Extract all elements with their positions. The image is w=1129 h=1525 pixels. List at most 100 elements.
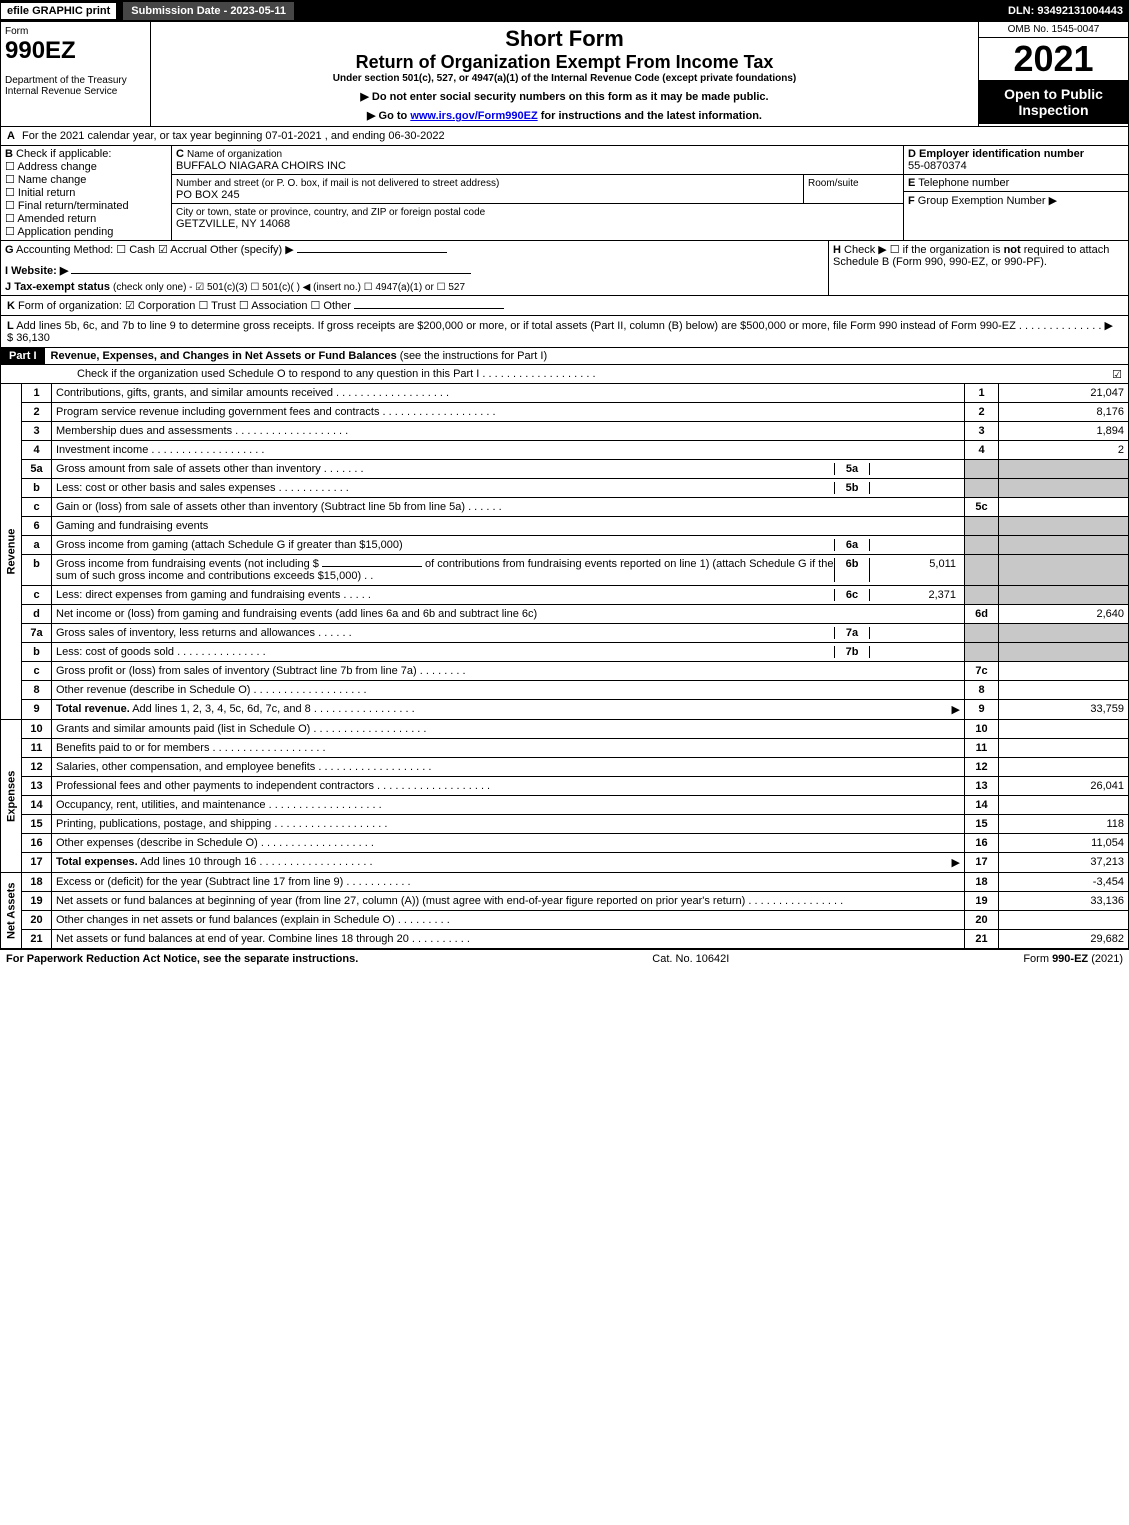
line-L: L Add lines 5b, 6c, and 7b to line 9 to … (0, 316, 1129, 348)
ln: 7a (22, 624, 52, 643)
ln: 21 (22, 930, 52, 949)
tax-year: 2021 (979, 38, 1128, 80)
part-1-checktext: Check if the organization used Schedule … (77, 368, 479, 380)
g-other[interactable]: Other (specify) ▶ (210, 244, 294, 256)
line-1-text: Contributions, gifts, grants, and simila… (52, 384, 965, 403)
inner-label: 6b (834, 558, 870, 582)
rn: 21 (965, 930, 999, 949)
line-J-label: J (5, 281, 11, 293)
inner-val (870, 463, 960, 475)
g-cash[interactable]: Cash (129, 244, 155, 256)
amt: 11,054 (999, 834, 1129, 853)
line-F-label: F (908, 195, 915, 207)
ln: 2 (22, 403, 52, 422)
chk-initial-return[interactable]: ☐ Initial return (5, 186, 167, 199)
line-C-label: C (176, 148, 184, 160)
amt-grey (999, 624, 1129, 643)
part-1-label: Part I (1, 348, 45, 364)
g-accrual[interactable]: Accrual (170, 244, 207, 256)
table-row: 20Other changes in net assets or fund ba… (1, 911, 1129, 930)
table-row: Net Assets 18Excess or (deficit) for the… (1, 873, 1129, 892)
inner-label: 7b (834, 646, 870, 658)
amt: 37,213 (999, 853, 1129, 873)
table-row: dNet income or (loss) from gaming and fu… (1, 605, 1129, 624)
footer-left: For Paperwork Reduction Act Notice, see … (6, 953, 358, 965)
rn-grey (965, 624, 999, 643)
table-row: 4Investment income42 (1, 441, 1129, 460)
line-text: Membership dues and assessments (52, 422, 965, 441)
rn: 1 (965, 384, 999, 403)
table-row: bGross income from fundraising events (n… (1, 555, 1129, 586)
efile-print-label[interactable]: efile GRAPHIC print (0, 2, 117, 20)
line-text: Gross income from gaming (attach Schedul… (52, 536, 965, 555)
irs-link[interactable]: www.irs.gov/Form990EZ (410, 110, 537, 122)
inner-label: 5a (834, 463, 870, 475)
chk-amended[interactable]: ☐ Amended return (5, 212, 167, 225)
table-row: aGross income from gaming (attach Schedu… (1, 536, 1129, 555)
line-K-text: Form of organization: ☑ Corporation ☐ Tr… (18, 300, 351, 312)
ln: 4 (22, 441, 52, 460)
chk-address-change[interactable]: ☐ Address change (5, 160, 167, 173)
line-text: Net assets or fund balances at end of ye… (52, 930, 965, 949)
city-label: City or town, state or province, country… (176, 207, 485, 218)
bullet-2: ▶ Go to www.irs.gov/Form990EZ for instru… (155, 109, 974, 122)
ln: 11 (22, 739, 52, 758)
rn: 18 (965, 873, 999, 892)
ln: c (22, 586, 52, 605)
chk-final-return[interactable]: ☐ Final return/terminated (5, 199, 167, 212)
amt (999, 796, 1129, 815)
ln: a (22, 536, 52, 555)
line-text: Salaries, other compensation, and employ… (52, 758, 965, 777)
ln: c (22, 498, 52, 517)
line-L-text: Add lines 5b, 6c, and 7b to line 9 to de… (16, 320, 1016, 332)
ln: 9 (22, 700, 52, 720)
footer-cat: Cat. No. 10642I (652, 953, 729, 965)
inner-label: 7a (834, 627, 870, 639)
row-GH: G Accounting Method: ☐ Cash ☑ Accrual Ot… (0, 241, 1129, 296)
rn: 8 (965, 681, 999, 700)
open-to-public: Open to Public Inspection (979, 80, 1128, 124)
table-row: 8Other revenue (describe in Schedule O)8 (1, 681, 1129, 700)
amt: 29,682 (999, 930, 1129, 949)
ln: 15 (22, 815, 52, 834)
rn: 17 (965, 853, 999, 873)
footer-right: Form 990-EZ (2021) (1023, 953, 1123, 965)
amt-grey (999, 479, 1129, 498)
rn: 19 (965, 892, 999, 911)
ln: 12 (22, 758, 52, 777)
ln: b (22, 643, 52, 662)
line-A-text: For the 2021 calendar year, or tax year … (22, 130, 445, 142)
line-text: Net assets or fund balances at beginning… (52, 892, 965, 911)
rn: 12 (965, 758, 999, 777)
ln: 14 (22, 796, 52, 815)
table-row: 6Gaming and fundraising events (1, 517, 1129, 536)
table-row: 17Total expenses. Add lines 10 through 1… (1, 853, 1129, 873)
table-row: 12Salaries, other compensation, and empl… (1, 758, 1129, 777)
line-text: Gross amount from sale of assets other t… (52, 460, 965, 479)
amt (999, 720, 1129, 739)
line-text: Professional fees and other payments to … (52, 777, 965, 796)
line-text: Less: direct expenses from gaming and fu… (52, 586, 965, 605)
rn-grey (965, 479, 999, 498)
amt (999, 662, 1129, 681)
chk-pending[interactable]: ☐ Application pending (5, 225, 167, 238)
ln: 1 (22, 384, 52, 403)
bullet-2-pre: ▶ Go to (367, 110, 410, 122)
line-text: Gaming and fundraising events (52, 517, 965, 536)
table-row: cGain or (loss) from sale of assets othe… (1, 498, 1129, 517)
line-text: Gross income from fundraising events (no… (52, 555, 965, 586)
ln: 19 (22, 892, 52, 911)
table-row: 9Total revenue. Add lines 1, 2, 3, 4, 5c… (1, 700, 1129, 720)
line-E-label: E (908, 177, 915, 189)
line-B-title: Check if applicable: (16, 148, 111, 160)
line-text: Less: cost of goods sold . . . . . . . .… (52, 643, 965, 662)
inner-val (870, 627, 960, 639)
line-K: K Form of organization: ☑ Corporation ☐ … (0, 296, 1129, 316)
line-text: Program service revenue including govern… (52, 403, 965, 422)
chk-name-change[interactable]: ☐ Name change (5, 173, 167, 186)
opt-0: Address change (17, 161, 97, 173)
form-number: 990EZ (5, 37, 146, 65)
rn: 2 (965, 403, 999, 422)
part-1-check-icon[interactable]: ☑ (1112, 368, 1122, 381)
part-1-title: Revenue, Expenses, and Changes in Net As… (51, 350, 397, 362)
